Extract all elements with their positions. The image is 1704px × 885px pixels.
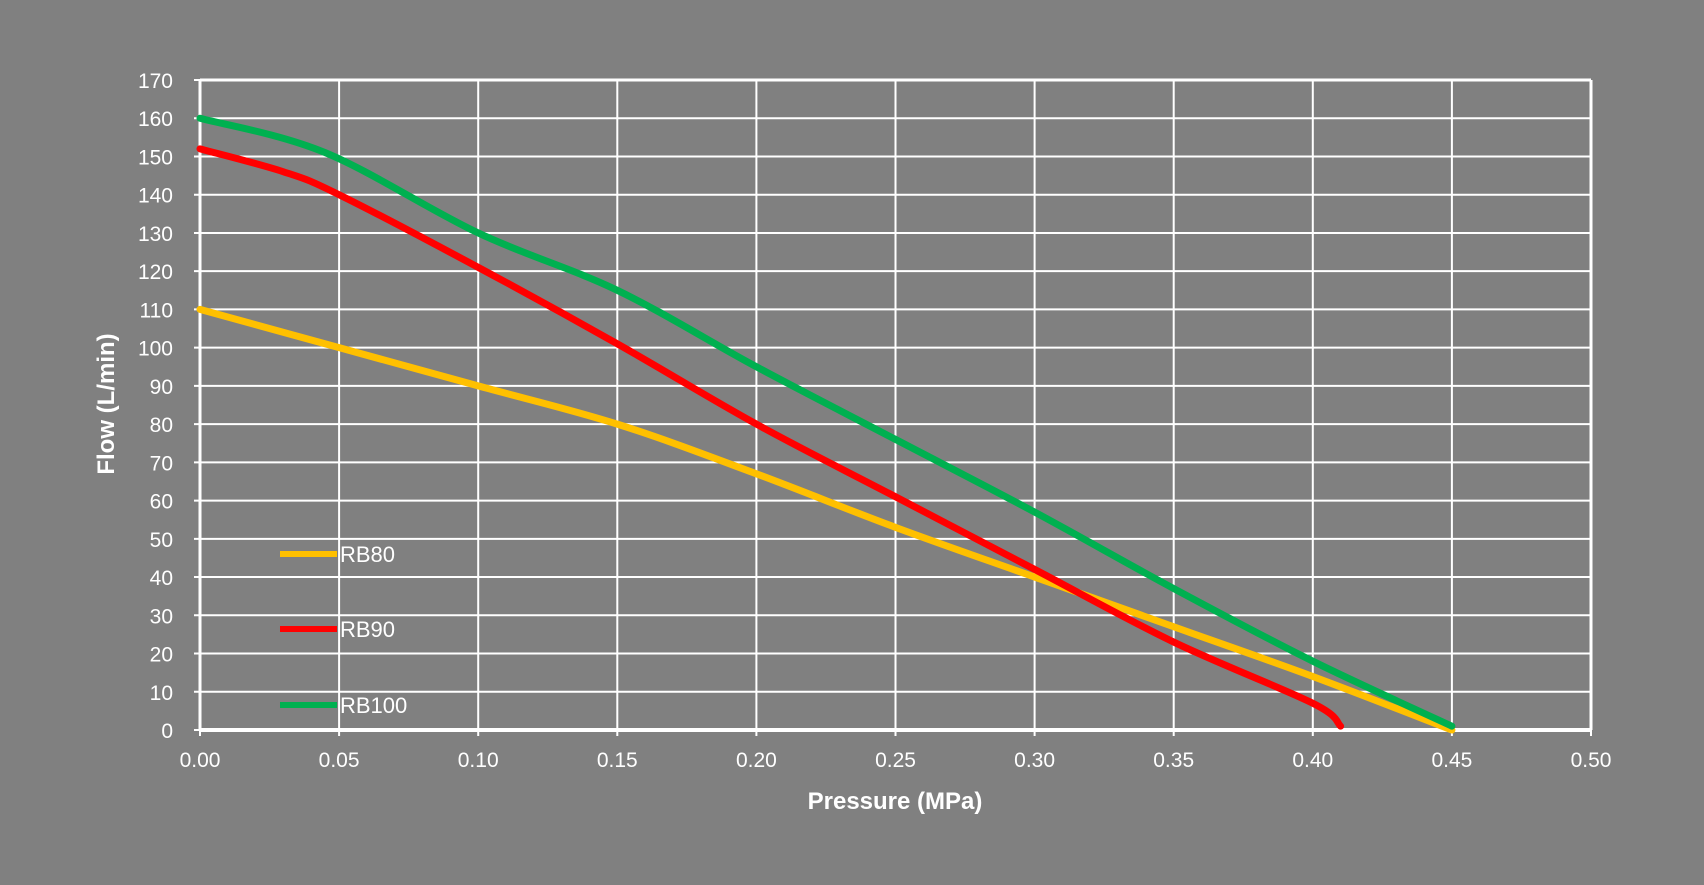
x-tick-label: 0.25 (875, 749, 916, 772)
y-tick-label: 20 (150, 644, 173, 667)
y-tick-label: 110 (140, 299, 173, 322)
y-tick-label: 0 (161, 720, 173, 743)
series-lines (196, 114, 1456, 734)
grid (194, 78, 1593, 736)
x-tick-label: 0.45 (1431, 749, 1472, 772)
y-tick-label: 60 (150, 491, 173, 514)
x-tick-label: 0.30 (1014, 749, 1055, 772)
y-tick-label: 70 (150, 452, 173, 475)
legend: RB80 RB90 RB100 (280, 542, 407, 718)
legend-label-rb100: RB100 (340, 693, 407, 718)
y-axis-title: Flow (L/min) (93, 333, 120, 474)
y-tick-label: 90 (150, 376, 173, 399)
y-tick-label: 150 (138, 146, 173, 169)
x-tick-label: 0.20 (736, 749, 777, 772)
x-tick-label: 0.15 (597, 749, 638, 772)
series-line-rb100 (196, 114, 1456, 730)
y-tick-label: 80 (150, 414, 173, 437)
y-tick-label: 30 (150, 605, 173, 628)
series-line-rb90 (196, 145, 1345, 730)
y-tick-label: 10 (150, 682, 173, 705)
legend-label-rb80: RB80 (340, 542, 395, 567)
x-tick-label: 0.40 (1292, 749, 1333, 772)
y-tick-label: 40 (150, 567, 173, 590)
x-tick-labels: 0.00 0.05 0.10 0.15 0.20 0.25 0.30 0.35 0.40 0.45… (180, 749, 1612, 772)
x-axis-title: Pressure (MPa) (808, 788, 983, 815)
series-line-rb80 (196, 305, 1456, 734)
x-tick-label: 0.10 (458, 749, 499, 772)
x-tick-label: 0.35 (1153, 749, 1194, 772)
y-tick-labels: 0 10 20 30 40 50 60 70 80 90 100 110 120 130 140 150 160… (138, 70, 173, 743)
x-tick-label: 0.50 (1571, 749, 1612, 772)
y-tick-label: 130 (138, 223, 173, 246)
x-tick-label: 0.00 (180, 749, 221, 772)
x-tick-label: 0.05 (319, 749, 360, 772)
y-tick-label: 140 (138, 185, 173, 208)
y-tick-label: 50 (150, 529, 173, 552)
y-tick-label: 120 (138, 261, 173, 284)
legend-label-rb90: RB90 (340, 617, 395, 642)
y-tick-label: 170 (138, 70, 173, 93)
y-tick-label: 100 (138, 338, 173, 361)
y-tick-label: 160 (138, 108, 173, 131)
